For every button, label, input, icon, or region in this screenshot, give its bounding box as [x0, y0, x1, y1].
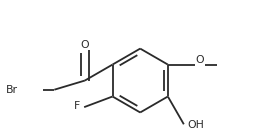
Text: O: O	[81, 40, 89, 50]
Text: O: O	[196, 55, 204, 65]
Text: Br: Br	[6, 85, 18, 95]
Text: F: F	[74, 101, 80, 111]
Text: OH: OH	[187, 120, 204, 130]
